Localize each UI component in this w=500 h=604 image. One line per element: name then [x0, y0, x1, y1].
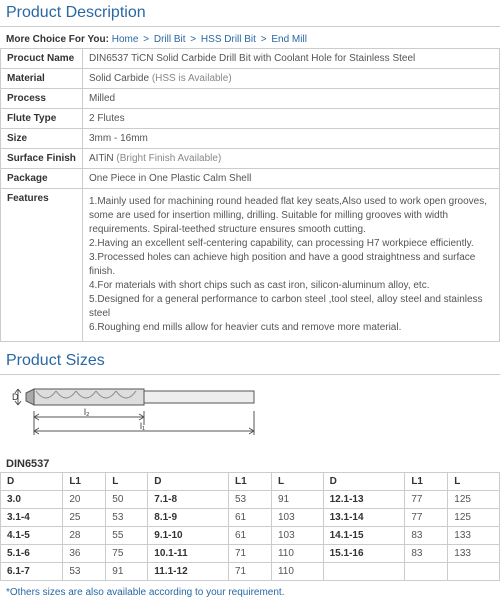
size-cell	[448, 563, 500, 581]
size-cell: 55	[106, 527, 148, 545]
breadcrumb-link[interactable]: Drill Bit	[154, 34, 186, 45]
spec-value: AITiN (Bright Finish Available)	[83, 149, 500, 169]
size-cell: 13.1-14	[323, 509, 405, 527]
size-cell: 10.1-11	[148, 545, 229, 563]
spec-value: DIN6537 TiCN Solid Carbide Drill Bit wit…	[83, 49, 500, 69]
l2-label: l₂	[84, 407, 90, 417]
spec-label: Procuct Name	[1, 49, 83, 69]
size-cell: 83	[405, 545, 448, 563]
size-header: L	[106, 473, 148, 491]
size-cell: 61	[229, 509, 272, 527]
breadcrumb-link[interactable]: End Mill	[271, 34, 307, 45]
spec-label: Material	[1, 69, 83, 89]
size-cell: 71	[229, 545, 272, 563]
size-cell: 103	[271, 527, 323, 545]
spec-label: Package	[1, 169, 83, 189]
breadcrumb-prefix: More Choice For You:	[6, 34, 109, 45]
size-cell: 75	[106, 545, 148, 563]
size-cell: 110	[271, 563, 323, 581]
features-label: Features	[1, 189, 83, 342]
size-cell: 133	[448, 545, 500, 563]
d-label: D	[12, 392, 19, 402]
size-cell: 103	[271, 509, 323, 527]
drill-diagram: D l₂ l₁	[0, 379, 500, 454]
size-table: DL1LDL1LDL1L 3.020507.1-8539112.1-137712…	[0, 472, 500, 581]
size-header: L1	[229, 473, 272, 491]
size-header: L	[271, 473, 323, 491]
product-sizes-title: Product Sizes	[0, 348, 500, 375]
spec-table: Procuct NameDIN6537 TiCN Solid Carbide D…	[0, 48, 500, 342]
spec-label: Process	[1, 89, 83, 109]
spec-label: Flute Type	[1, 109, 83, 129]
din-label: DIN6537	[0, 454, 500, 472]
spec-value: Milled	[83, 89, 500, 109]
features-value: 1.Mainly used for machining round headed…	[83, 189, 500, 342]
size-cell: 11.1-12	[148, 563, 229, 581]
breadcrumb-link[interactable]: Home	[112, 34, 139, 45]
size-cell: 83	[405, 527, 448, 545]
size-cell	[405, 563, 448, 581]
size-cell: 53	[63, 563, 106, 581]
size-header: D	[323, 473, 405, 491]
breadcrumb: More Choice For You: Home > Drill Bit > …	[0, 31, 500, 48]
spec-value: 3mm - 16mm	[83, 129, 500, 149]
size-cell: 36	[63, 545, 106, 563]
spec-value: One Piece in One Plastic Calm Shell	[83, 169, 500, 189]
size-cell: 110	[271, 545, 323, 563]
size-cell: 25	[63, 509, 106, 527]
size-header: D	[148, 473, 229, 491]
size-cell: 4.1-5	[1, 527, 63, 545]
size-cell: 61	[229, 527, 272, 545]
size-header: L1	[63, 473, 106, 491]
spec-value: 2 Flutes	[83, 109, 500, 129]
size-cell: 71	[229, 563, 272, 581]
size-cell: 53	[106, 509, 148, 527]
size-cell: 77	[405, 509, 448, 527]
size-cell: 9.1-10	[148, 527, 229, 545]
breadcrumb-link[interactable]: HSS Drill Bit	[201, 34, 256, 45]
size-cell: 3.1-4	[1, 509, 63, 527]
size-cell: 5.1-6	[1, 545, 63, 563]
size-cell: 14.1-15	[323, 527, 405, 545]
size-cell: 125	[448, 509, 500, 527]
spec-label: Size	[1, 129, 83, 149]
size-cell: 28	[63, 527, 106, 545]
l1-label: l₁	[140, 421, 145, 431]
size-header: D	[1, 473, 63, 491]
size-header: L	[448, 473, 500, 491]
product-description-title: Product Description	[0, 0, 500, 27]
size-cell: 133	[448, 527, 500, 545]
footnote: *Others sizes are also available accordi…	[0, 581, 500, 604]
size-cell: 8.1-9	[148, 509, 229, 527]
spec-label: Surface Finish	[1, 149, 83, 169]
size-cell: 91	[106, 563, 148, 581]
size-cell: 6.1-7	[1, 563, 63, 581]
size-header: L1	[405, 473, 448, 491]
size-cell	[323, 563, 405, 581]
size-cell: 15.1-16	[323, 545, 405, 563]
spec-value: Solid Carbide (HSS is Available)	[83, 69, 500, 89]
